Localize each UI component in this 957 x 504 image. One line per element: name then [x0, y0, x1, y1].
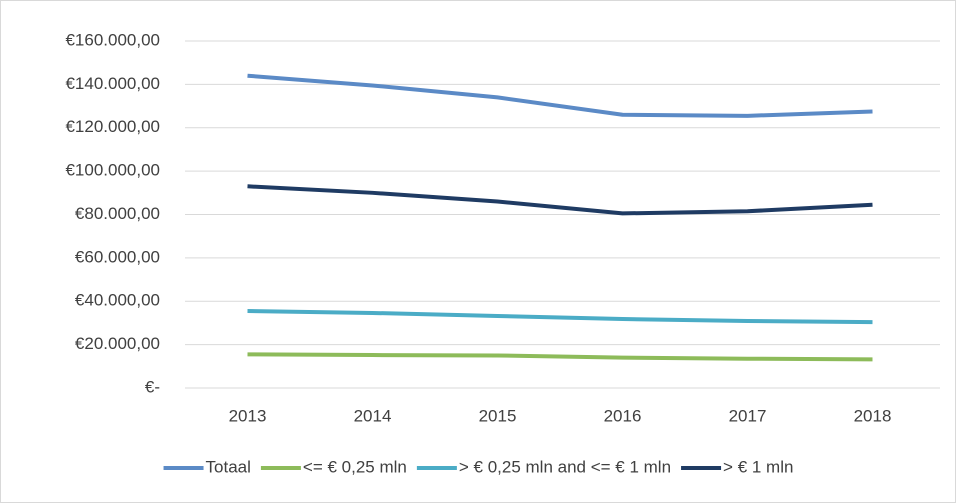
x-tick-label: 2015: [479, 406, 517, 425]
series-line: [247, 184, 873, 216]
x-tick-label: 2016: [604, 406, 642, 425]
y-tick-label: €-: [145, 377, 160, 396]
y-tick-label: €80.000,00: [75, 204, 160, 223]
y-tick-label: €40.000,00: [75, 291, 160, 310]
legend-label: <= € 0,25 mln: [303, 457, 407, 476]
y-tick-label: €60.000,00: [75, 247, 160, 266]
y-tick-label: €120.000,00: [65, 117, 160, 136]
y-tick-label: €140.000,00: [65, 74, 160, 93]
y-tick-label: €100.000,00: [65, 161, 160, 180]
x-tick-label: 2017: [729, 406, 767, 425]
legend-label: > € 0,25 mln and <= € 1 mln: [459, 457, 671, 476]
y-tick-label: €20.000,00: [75, 334, 160, 353]
series-line: [247, 73, 873, 118]
legend-label: Totaal: [206, 457, 251, 476]
x-tick-label: 2013: [229, 406, 267, 425]
series-line: [247, 309, 873, 325]
x-tick-label: 2018: [854, 406, 892, 425]
x-tick-label: 2014: [354, 406, 392, 425]
y-tick-label: €160.000,00: [65, 30, 160, 49]
legend-label: > € 1 mln: [723, 457, 793, 476]
series-line: [247, 352, 873, 362]
